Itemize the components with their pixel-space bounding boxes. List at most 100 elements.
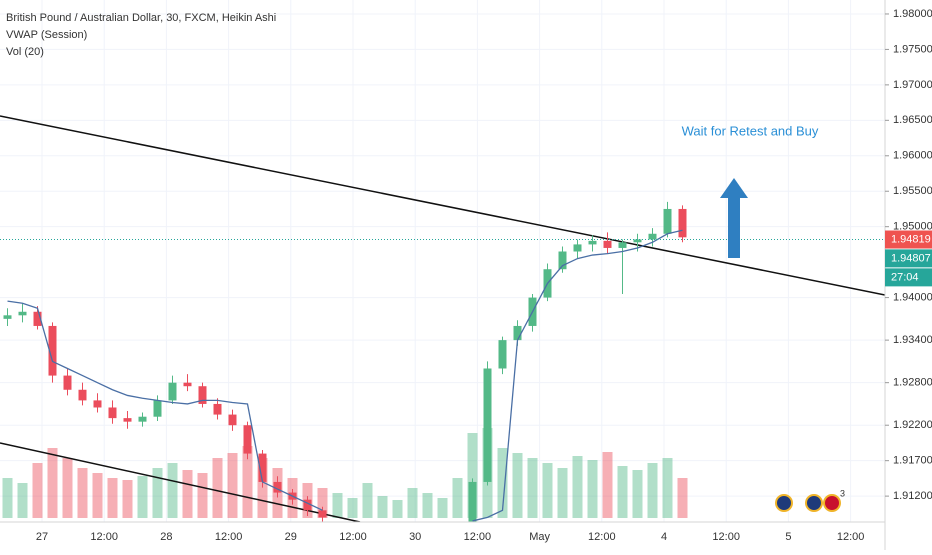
event-icon xyxy=(805,494,823,512)
candle-body xyxy=(273,481,282,493)
volume-bar xyxy=(512,453,523,518)
x-tick-label: 12:00 xyxy=(464,531,492,543)
volume-bar xyxy=(542,463,553,518)
x-tick-label: 12:00 xyxy=(339,531,367,543)
x-tick-label: 30 xyxy=(409,531,421,543)
candle-body xyxy=(618,242,627,248)
y-tick-label: 1.94000 xyxy=(893,291,932,303)
vwap-line xyxy=(7,229,683,522)
candle-body xyxy=(603,240,612,248)
candle-body xyxy=(18,311,27,316)
volume-bar xyxy=(347,498,358,518)
candle-body xyxy=(138,416,147,422)
volume-bar xyxy=(77,468,88,518)
candle-body xyxy=(468,481,477,522)
volume-bar xyxy=(317,488,328,518)
y-tick-label: 1.96500 xyxy=(893,114,932,126)
x-tick-label: 29 xyxy=(285,531,297,543)
candle-body xyxy=(558,251,567,270)
candle-body xyxy=(648,233,657,240)
volume-bar xyxy=(47,448,58,518)
volume-bar xyxy=(332,493,343,518)
volume-bar xyxy=(167,463,178,518)
y-tick-label: 1.92200 xyxy=(893,419,932,431)
candle-body xyxy=(258,453,267,482)
volume-bar xyxy=(677,478,688,518)
candle-body xyxy=(633,239,642,243)
candle-body xyxy=(678,208,687,238)
candle-body xyxy=(303,499,312,511)
candle-body xyxy=(318,510,327,518)
candle-body xyxy=(168,382,177,401)
y-tick-label: 1.95000 xyxy=(893,221,932,233)
price-box-label: 1.94807 xyxy=(891,252,931,264)
x-tick-label: 12:00 xyxy=(712,531,740,543)
y-tick-label: 1.97000 xyxy=(893,79,932,91)
grid xyxy=(0,0,885,522)
candle-body xyxy=(33,311,42,326)
volume-bar xyxy=(452,478,463,518)
candle-body xyxy=(573,244,582,252)
candle-body xyxy=(3,315,12,319)
volume-bar xyxy=(632,470,643,518)
trend-line xyxy=(0,442,361,522)
y-tick-label: 1.93400 xyxy=(893,334,932,346)
countdown-box xyxy=(885,268,932,287)
volume-bar xyxy=(617,466,628,518)
volume-bar xyxy=(527,458,538,518)
axes: 1.98000 1.97500 1.97000 1.96500 1.96000 1.955… xyxy=(36,8,932,543)
volume-bar xyxy=(122,480,133,518)
volume-bar xyxy=(32,463,43,518)
candle-body xyxy=(483,368,492,482)
candle-body xyxy=(78,389,87,401)
y-tick-label: 1.97500 xyxy=(893,43,932,55)
volume-bar xyxy=(407,488,418,518)
x-tick-label: 12:00 xyxy=(90,531,118,543)
arrow-head xyxy=(720,178,748,198)
x-tick-label: 28 xyxy=(160,531,172,543)
volume-bar xyxy=(137,476,148,518)
volume-bar xyxy=(572,456,583,518)
volume-bar xyxy=(467,433,478,518)
candle-body xyxy=(243,425,252,454)
volume-bar xyxy=(662,458,673,518)
candle-body xyxy=(93,400,102,408)
x-tick-label: 4 xyxy=(661,531,667,543)
candle-body xyxy=(63,375,72,390)
candle-body xyxy=(183,382,192,387)
volume-bar xyxy=(92,473,103,518)
event-count: 3 xyxy=(840,488,845,498)
volume-bar xyxy=(422,493,433,518)
arrow-shaft xyxy=(728,196,740,258)
candle-body xyxy=(513,325,522,341)
volume-bar xyxy=(197,473,208,518)
annotation: Wait for Retest and Buy xyxy=(682,123,819,138)
indicator-label: Vol (20) xyxy=(6,46,44,58)
volume-bar xyxy=(377,496,388,518)
candle-body xyxy=(48,325,57,376)
volume-bar xyxy=(602,452,613,518)
event-icon xyxy=(775,494,793,512)
volume-bar xyxy=(647,463,658,518)
volume-bar xyxy=(242,446,253,518)
plot-area xyxy=(0,115,885,522)
candle-body xyxy=(198,386,207,404)
candle-body xyxy=(588,240,597,245)
volume-bar xyxy=(152,468,163,518)
x-tick-label: 12:00 xyxy=(837,531,865,543)
x-tick-label: May xyxy=(529,531,550,543)
y-tick-label: 1.96000 xyxy=(893,150,932,162)
y-tick-label: 1.91200 xyxy=(893,490,932,502)
candle-body xyxy=(213,403,222,415)
y-tick-label: 1.95500 xyxy=(893,185,932,197)
volume-bar xyxy=(362,483,373,518)
volume-bar xyxy=(557,468,568,518)
x-tick-label: 27 xyxy=(36,531,48,543)
event-icon xyxy=(823,494,841,512)
y-tick-label: 1.98000 xyxy=(893,8,932,20)
candle-body xyxy=(108,407,117,419)
price-box xyxy=(885,249,932,268)
candle-body xyxy=(153,400,162,417)
volume-bar xyxy=(227,453,238,518)
